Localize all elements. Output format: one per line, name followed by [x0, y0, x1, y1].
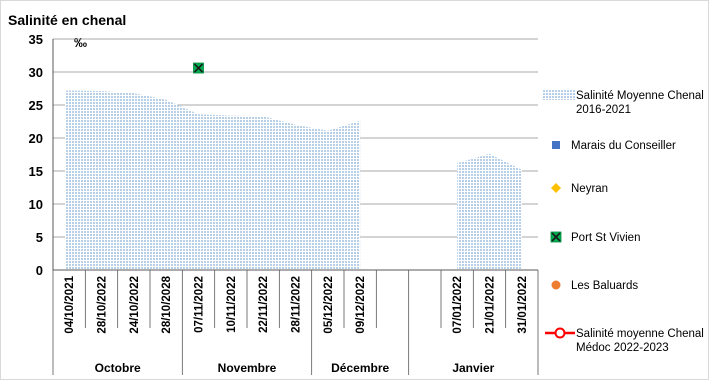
y-tick-label: 10 — [29, 197, 43, 212]
legend-swatch — [551, 280, 561, 290]
group-label: Novembre — [218, 361, 277, 375]
legend-swatch — [552, 141, 560, 149]
x-tick-label: 24/10/2022 — [129, 276, 141, 334]
legend-entry: Marais du Conseiller — [552, 140, 676, 152]
y-tick-label: 15 — [29, 164, 43, 179]
legend-swatch — [550, 231, 562, 243]
legend-label: Médoc 2022-2023 — [576, 342, 669, 354]
legend-entry: Neyran — [551, 183, 608, 195]
y-tick-label: 35 — [29, 32, 43, 47]
x-tick-label: 31/01/2022 — [517, 276, 529, 334]
y-tick-label: 20 — [29, 131, 43, 146]
x-tick-label: 07/11/2022 — [194, 276, 206, 333]
x-tick-label: 28/10/2022 — [97, 276, 109, 334]
x-tick-label: 21/01/2022 — [485, 276, 497, 334]
legend-swatch-marker — [554, 327, 566, 339]
legend-entry: Salinité moyenne Chenal Médoc 2022-2023 — [545, 327, 704, 354]
legend-label: Salinité moyenne Chenal — [576, 328, 704, 340]
group-label: Octobre — [95, 361, 141, 375]
y-tick-labels: 0 5 10 15 20 25 30 35 — [29, 32, 43, 278]
x-tick-label: 22/11/2022 — [258, 276, 270, 333]
y-tick-label: 0 — [36, 263, 43, 278]
legend-label: Marais du Conseiller — [571, 140, 676, 152]
area-segment — [457, 153, 522, 270]
point-markers — [193, 62, 204, 74]
x-tick-label: 05/12/2022 — [323, 276, 335, 334]
y-unit-label: ‰ — [74, 35, 87, 50]
group-label: Décembre — [331, 361, 389, 375]
area-segment — [65, 90, 361, 270]
x-tick-label: 07/01/2022 — [452, 276, 464, 334]
data-point — [193, 62, 204, 74]
x-tick-label: 10/11/2022 — [226, 276, 238, 333]
legend-entry: Les Baluards — [551, 280, 638, 292]
x-tick-label: 04/10/2021 — [64, 275, 76, 333]
group-label: Janvier — [452, 361, 494, 375]
chart-title: Salinité en chenal — [8, 12, 126, 28]
legend-swatch — [543, 90, 575, 100]
area-series-layer — [65, 90, 522, 270]
month-group-labels: Octobre Novembre Décembre Janvier — [95, 361, 495, 375]
x-tick-label: 09/12/2022 — [355, 276, 367, 334]
legend-entry: Port St Vivien — [550, 231, 640, 244]
legend-label: Neyran — [571, 183, 608, 195]
y-tick-label: 25 — [29, 98, 43, 113]
x-tick-labels: 04/10/2021 28/10/2022 24/10/2022 28/10/2028… — [64, 275, 529, 333]
legend-entry: Salinité Moyenne Chenal 2016-2021 — [543, 90, 704, 116]
legend: Salinité Moyenne Chenal 2016-2021 Marais d… — [543, 90, 704, 354]
x-tick-label: 28/11/2022 — [291, 276, 303, 333]
legend-label: Salinité Moyenne Chenal — [576, 90, 704, 102]
legend-label: Les Baluards — [571, 280, 638, 292]
legend-label: Port St Vivien — [571, 232, 640, 244]
legend-label: 2016-2021 — [576, 104, 631, 116]
legend-swatch — [551, 183, 561, 193]
x-tick-label: 28/10/2028 — [161, 275, 173, 333]
axes — [52, 39, 539, 375]
y-tick-label: 5 — [36, 230, 43, 245]
y-tick-label: 30 — [29, 65, 43, 80]
